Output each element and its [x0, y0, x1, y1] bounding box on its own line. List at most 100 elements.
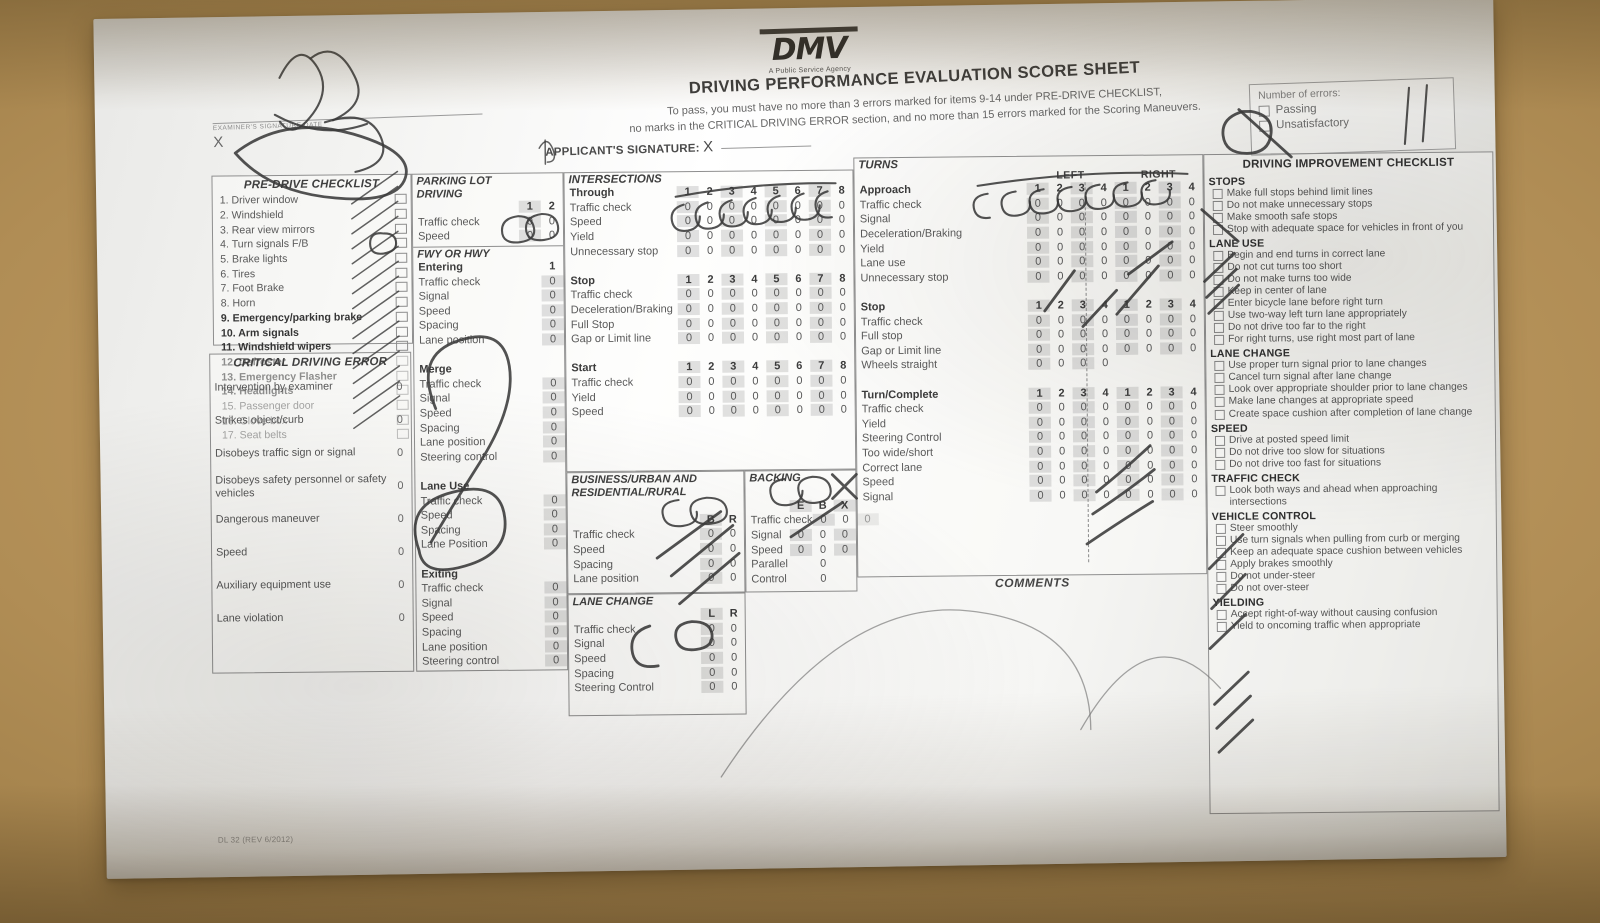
score-cell[interactable]: 0: [730, 651, 738, 664]
dic-checkbox[interactable]: [1213, 275, 1224, 286]
score-cell[interactable]: 0: [1057, 255, 1064, 268]
score-cell[interactable]: 0: [838, 214, 846, 227]
score-cell[interactable]: 0: [541, 304, 564, 317]
score-cell[interactable]: 0: [542, 377, 565, 390]
score-cell[interactable]: 0: [765, 316, 788, 329]
score-cell[interactable]: 0: [795, 243, 802, 256]
dic-checkbox[interactable]: [1213, 251, 1224, 262]
pre-drive-checkbox[interactable]: [396, 340, 409, 352]
score-cell[interactable]: 0: [1145, 327, 1153, 340]
score-cell[interactable]: 0: [730, 557, 737, 570]
score-cell[interactable]: 0: [1188, 225, 1196, 238]
score-cell[interactable]: 0: [1188, 196, 1195, 209]
score-cell[interactable]: 0: [700, 572, 723, 585]
score-cell[interactable]: 0: [839, 330, 847, 343]
score-cell[interactable]: 0: [808, 228, 832, 241]
score-cell[interactable]: 0: [1100, 196, 1107, 209]
score-cell[interactable]: 0: [677, 288, 700, 301]
dic-checkbox[interactable]: [1214, 397, 1225, 408]
score-cell[interactable]: 0: [1189, 312, 1196, 325]
score-cell[interactable]: 0: [765, 287, 788, 300]
score-cell[interactable]: 0: [1189, 269, 1196, 282]
score-cell[interactable]: 0: [1144, 196, 1151, 209]
score-cell[interactable]: 0: [1144, 225, 1152, 238]
score-cell[interactable]: 0: [1029, 445, 1052, 458]
score-cell[interactable]: 0: [542, 391, 565, 404]
score-cell[interactable]: 0: [812, 514, 835, 527]
score-cell[interactable]: 0: [730, 637, 738, 650]
score-cell[interactable]: 0: [1103, 488, 1110, 501]
score-cell[interactable]: 0: [1071, 270, 1094, 283]
score-cell[interactable]: 0: [1103, 459, 1110, 472]
score-cell[interactable]: 0: [721, 317, 744, 330]
score-cell[interactable]: 0: [543, 493, 566, 507]
score-cell[interactable]: 0: [1027, 314, 1050, 327]
score-cell[interactable]: 0: [1147, 444, 1154, 457]
pre-drive-checkbox[interactable]: [395, 326, 408, 337]
score-cell[interactable]: 0: [794, 229, 802, 242]
pre-drive-checkbox[interactable]: [394, 194, 407, 205]
score-cell[interactable]: 0: [1145, 240, 1152, 253]
score-cell[interactable]: 0: [1102, 357, 1109, 370]
score-cell[interactable]: 0: [840, 403, 847, 416]
score-cell[interactable]: 0: [676, 215, 699, 228]
dic-checkbox[interactable]: [1216, 621, 1227, 632]
score-cell[interactable]: 0: [544, 581, 567, 594]
critical-error-item[interactable]: Disobeys traffic sign or signal 0: [211, 436, 411, 471]
score-cell[interactable]: 0: [750, 214, 758, 227]
score-cell[interactable]: 0: [820, 558, 827, 571]
score-cell[interactable]: 0: [1058, 357, 1065, 370]
score-cell[interactable]: 0: [1116, 415, 1139, 428]
score-cell[interactable]: 0: [1115, 255, 1138, 268]
score-cell[interactable]: 0: [794, 214, 802, 227]
score-cell[interactable]: 0: [840, 389, 847, 402]
score-cell[interactable]: 0: [838, 199, 845, 212]
score-cell[interactable]: 0: [842, 514, 849, 527]
score-cell[interactable]: 0: [678, 405, 701, 418]
score-cell[interactable]: 0: [1115, 240, 1138, 253]
score-cell[interactable]: 0: [1146, 342, 1153, 355]
score-cell[interactable]: 0: [1073, 459, 1096, 472]
score-cell[interactable]: 0: [1027, 328, 1051, 342]
dic-checkbox[interactable]: [1214, 373, 1225, 384]
score-cell[interactable]: 0: [543, 508, 566, 521]
pre-drive-checkbox[interactable]: [395, 267, 408, 278]
critical-error-item[interactable]: Auxiliary equipment use 0: [212, 568, 412, 603]
dic-checkbox[interactable]: [1215, 535, 1227, 546]
score-cell[interactable]: 0: [1073, 474, 1096, 487]
score-cell[interactable]: 0: [706, 215, 714, 228]
score-cell[interactable]: 0: [809, 287, 832, 300]
dic-checkbox[interactable]: [1214, 409, 1225, 420]
score-cell[interactable]: 0: [839, 243, 846, 256]
score-cell[interactable]: 0: [809, 301, 832, 314]
score-cell[interactable]: 0: [766, 375, 789, 388]
score-cell[interactable]: 0: [1114, 225, 1138, 239]
score-cell[interactable]: 0: [810, 374, 833, 387]
score-cell[interactable]: 0: [544, 595, 567, 609]
score-cell[interactable]: 0: [764, 229, 788, 242]
critical-error-item[interactable]: Lane violation 0: [213, 601, 413, 636]
score-cell[interactable]: 0: [677, 332, 701, 345]
score-cell[interactable]: 0: [1191, 444, 1198, 457]
score-cell[interactable]: 0: [729, 528, 737, 541]
score-cell[interactable]: 0: [766, 404, 789, 417]
pre-drive-checkbox[interactable]: [395, 238, 408, 249]
score-cell[interactable]: 0: [541, 318, 564, 331]
score-cell[interactable]: 0: [795, 287, 802, 300]
score-cell[interactable]: 0: [1147, 459, 1154, 472]
score-cell[interactable]: 0: [1146, 400, 1153, 413]
score-cell[interactable]: 0: [706, 229, 714, 242]
score-cell[interactable]: 0: [1117, 459, 1140, 472]
score-cell[interactable]: 0: [1146, 430, 1154, 443]
dic-checkbox[interactable]: [1213, 299, 1224, 310]
score-cell[interactable]: 0: [765, 331, 789, 344]
score-cell[interactable]: 0: [750, 200, 757, 213]
checkbox[interactable]: [1258, 104, 1270, 117]
pre-drive-checkbox[interactable]: [395, 282, 408, 293]
dic-checkbox[interactable]: [1213, 263, 1224, 274]
score-cell[interactable]: 0: [1102, 415, 1109, 428]
score-cell[interactable]: 0: [721, 244, 744, 257]
score-cell[interactable]: 0: [548, 229, 556, 242]
dic-checkbox[interactable]: [1216, 547, 1227, 558]
score-cell[interactable]: 0: [1158, 210, 1181, 224]
